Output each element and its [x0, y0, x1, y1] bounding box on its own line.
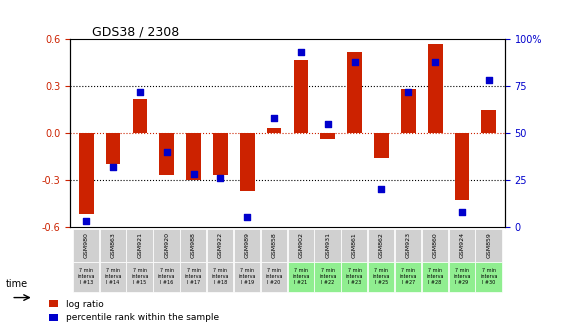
FancyBboxPatch shape [422, 229, 448, 262]
Point [296, 50, 305, 55]
FancyBboxPatch shape [475, 262, 502, 292]
FancyBboxPatch shape [153, 262, 180, 292]
Text: GSM922: GSM922 [218, 232, 223, 258]
Point [350, 59, 359, 64]
Point [189, 172, 198, 177]
Point [404, 89, 413, 95]
FancyBboxPatch shape [287, 229, 314, 262]
FancyBboxPatch shape [395, 229, 421, 262]
Text: 7 min
interva
l #14: 7 min interva l #14 [104, 268, 122, 284]
FancyBboxPatch shape [475, 229, 502, 262]
FancyBboxPatch shape [100, 229, 126, 262]
Text: 7 min
interva
l #17: 7 min interva l #17 [185, 268, 203, 284]
FancyBboxPatch shape [422, 262, 448, 292]
FancyBboxPatch shape [449, 262, 475, 292]
Text: 7 min
interva
l #29: 7 min interva l #29 [453, 268, 471, 284]
Text: GSM863: GSM863 [111, 232, 116, 258]
Bar [374, 133, 389, 158]
FancyBboxPatch shape [395, 262, 421, 292]
Text: GSM859: GSM859 [486, 232, 491, 258]
FancyBboxPatch shape [207, 262, 233, 292]
FancyBboxPatch shape [153, 229, 180, 262]
FancyBboxPatch shape [341, 229, 367, 262]
FancyBboxPatch shape [314, 262, 341, 292]
Text: GSM921: GSM921 [137, 232, 142, 258]
Text: GSM989: GSM989 [245, 232, 250, 258]
Text: 7 min
interva
l #15: 7 min interva l #15 [131, 268, 149, 284]
Text: 7 min
interva
l #23: 7 min interva l #23 [346, 268, 364, 284]
Text: 7 min
interva
l #16: 7 min interva l #16 [158, 268, 176, 284]
Text: 7 min
interva
l #20: 7 min interva l #20 [265, 268, 283, 284]
FancyBboxPatch shape [287, 262, 314, 292]
Text: 7 min
interva
l #25: 7 min interva l #25 [373, 268, 390, 284]
Bar [481, 110, 496, 133]
Bar [320, 133, 335, 139]
Point [431, 59, 440, 64]
Point [162, 149, 171, 154]
FancyBboxPatch shape [73, 262, 99, 292]
Text: GSM988: GSM988 [191, 232, 196, 258]
Bar [347, 52, 362, 133]
Text: 7 min
interva
l #21: 7 min interva l #21 [292, 268, 310, 284]
FancyBboxPatch shape [100, 262, 126, 292]
Text: GSM862: GSM862 [379, 232, 384, 258]
FancyBboxPatch shape [126, 262, 153, 292]
Point [82, 218, 91, 224]
Text: GSM860: GSM860 [433, 232, 438, 258]
Bar [213, 133, 228, 175]
Bar [159, 133, 174, 175]
Point [135, 89, 144, 95]
FancyBboxPatch shape [180, 229, 206, 262]
Text: GDS38 / 2308: GDS38 / 2308 [92, 25, 179, 38]
FancyBboxPatch shape [314, 229, 341, 262]
Text: 7 min
interva
l #30: 7 min interva l #30 [480, 268, 498, 284]
Text: GSM861: GSM861 [352, 232, 357, 258]
FancyBboxPatch shape [126, 229, 153, 262]
FancyBboxPatch shape [207, 229, 233, 262]
Bar [186, 133, 201, 180]
FancyBboxPatch shape [261, 262, 287, 292]
Text: GSM924: GSM924 [459, 232, 465, 258]
FancyBboxPatch shape [180, 262, 206, 292]
Bar [240, 133, 255, 191]
Bar [266, 128, 282, 133]
Text: GSM920: GSM920 [164, 232, 169, 258]
FancyBboxPatch shape [341, 262, 367, 292]
Text: 7 min
interva
l #27: 7 min interva l #27 [399, 268, 417, 284]
Text: GSM902: GSM902 [298, 232, 304, 258]
Text: 7 min
interva
l #28: 7 min interva l #28 [426, 268, 444, 284]
Point [457, 209, 466, 215]
Point [243, 215, 252, 220]
FancyBboxPatch shape [449, 229, 475, 262]
Point [270, 115, 279, 121]
Bar [454, 133, 470, 200]
Point [216, 175, 225, 181]
FancyBboxPatch shape [73, 229, 99, 262]
FancyBboxPatch shape [368, 229, 394, 262]
Text: 7 min
interva
l #13: 7 min interva l #13 [77, 268, 95, 284]
Text: GSM980: GSM980 [84, 232, 89, 258]
Legend: log ratio, percentile rank within the sample: log ratio, percentile rank within the sa… [49, 300, 219, 322]
Text: 7 min
interva
l #19: 7 min interva l #19 [238, 268, 256, 284]
FancyBboxPatch shape [368, 262, 394, 292]
FancyBboxPatch shape [234, 262, 260, 292]
Text: 7 min
interva
l #18: 7 min interva l #18 [211, 268, 229, 284]
Bar [293, 60, 309, 133]
Text: GSM923: GSM923 [406, 232, 411, 258]
Text: GSM858: GSM858 [272, 232, 277, 258]
Point [484, 78, 493, 83]
Bar [79, 133, 94, 214]
Point [377, 187, 386, 192]
Bar [132, 99, 148, 133]
Point [323, 121, 332, 126]
Text: time: time [6, 280, 27, 289]
Text: GSM931: GSM931 [325, 232, 330, 258]
Bar [427, 44, 443, 133]
Point [109, 164, 118, 169]
Bar [105, 133, 121, 164]
FancyBboxPatch shape [261, 229, 287, 262]
Bar [401, 89, 416, 133]
FancyBboxPatch shape [234, 229, 260, 262]
Text: 7 min
interva
l #22: 7 min interva l #22 [319, 268, 337, 284]
